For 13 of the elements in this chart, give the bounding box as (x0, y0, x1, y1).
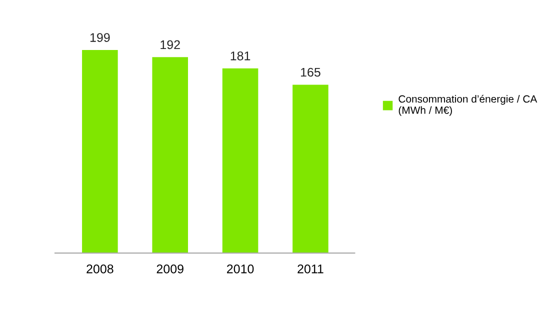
x-tick-label: 2008 (86, 264, 114, 274)
bar (82, 50, 118, 254)
bar (152, 57, 188, 254)
x-tick-label: 2011 (298, 264, 324, 274)
x-tick-label: 2009 (156, 264, 184, 274)
bar (222, 68, 258, 254)
data-label: 165 (300, 68, 320, 77)
bar (292, 84, 328, 254)
x-tick-label: 2010 (227, 264, 254, 274)
data-label: 199 (90, 33, 110, 42)
data-label: 192 (160, 40, 180, 50)
data-label: 181 (230, 51, 250, 60)
legend-label: Consommation d’énergie / CA (MWh / M€) (398, 94, 538, 116)
